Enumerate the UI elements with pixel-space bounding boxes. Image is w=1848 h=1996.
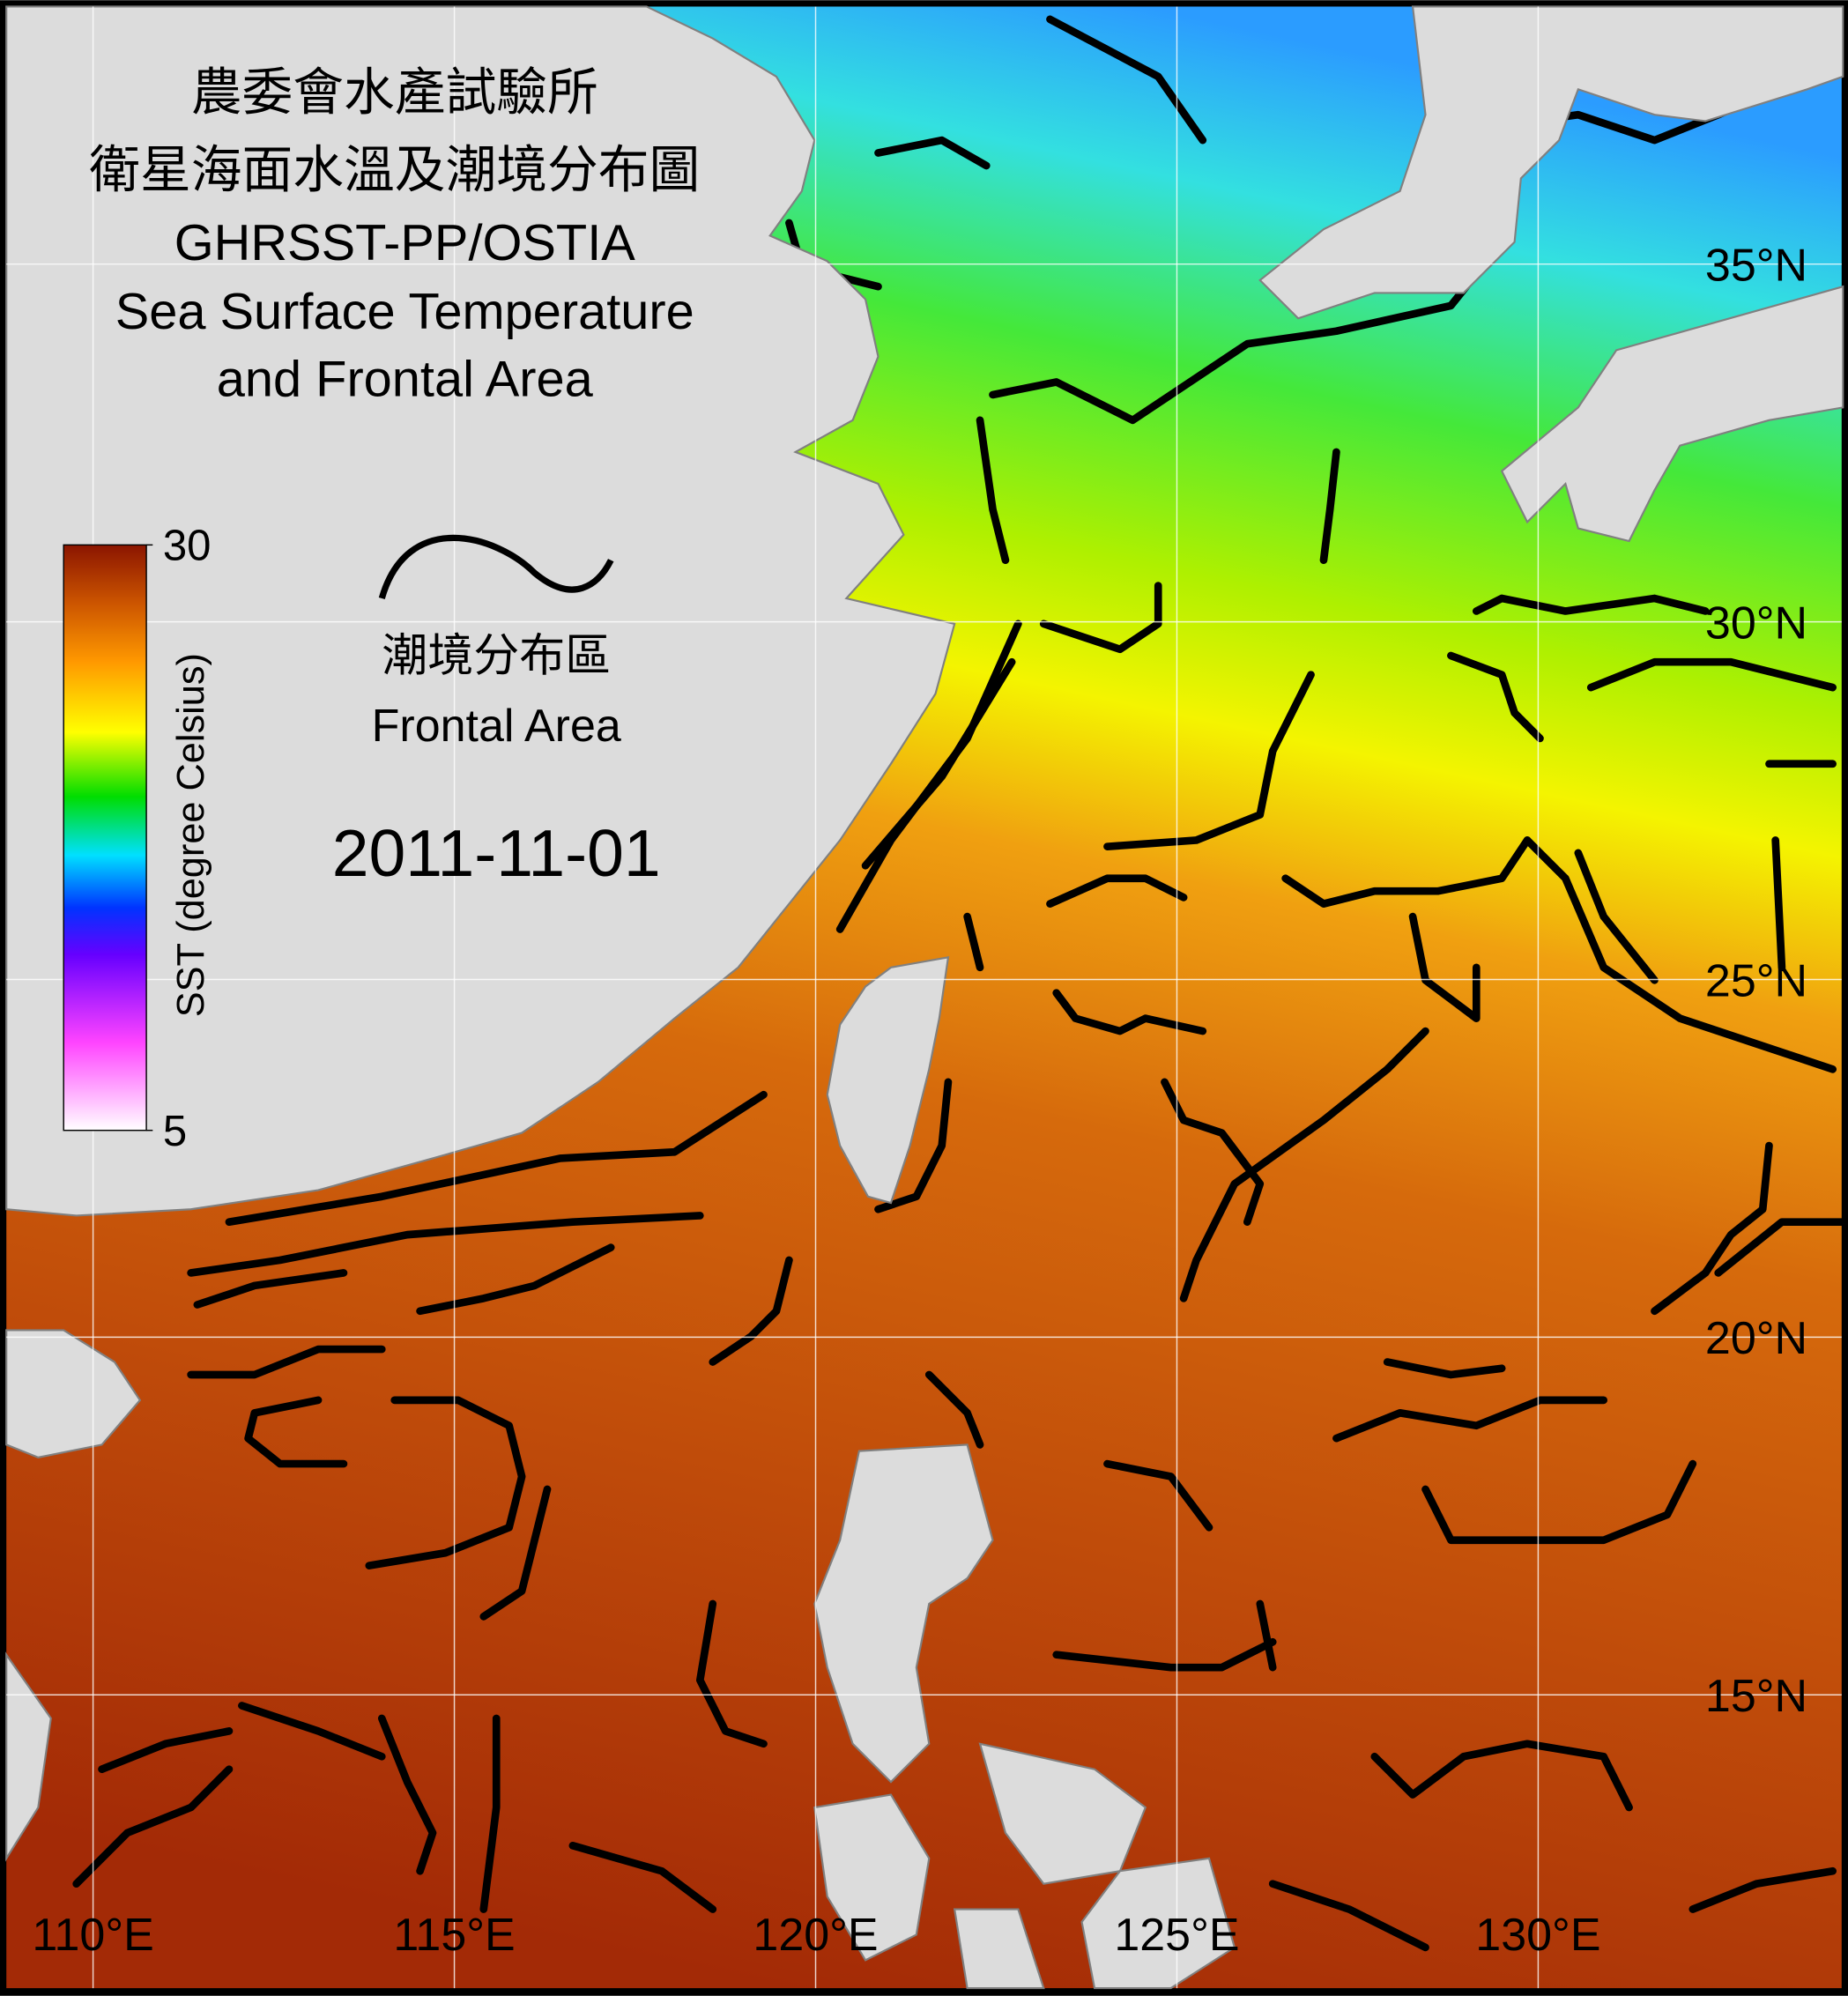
- title-line: Sea Surface Temperature: [115, 284, 694, 340]
- legend-label: 潮境分布區: [382, 630, 611, 681]
- colorbar-tick-label: 5: [163, 1108, 187, 1155]
- lat-label: 15°N: [1705, 1671, 1807, 1722]
- graticule: [6, 6, 1842, 1989]
- legend-label: Frontal Area: [372, 701, 621, 752]
- title-block: 農委會水產試驗所 衛星海面水溫及潮境分布圖 GHRSST-PP/OSTIA Se…: [89, 64, 700, 407]
- land: [5, 5, 1844, 1990]
- colorbar: [63, 544, 147, 1132]
- date: 2011-11-01: [332, 816, 661, 890]
- lon-label: 125°E: [1114, 1910, 1239, 1961]
- lat-label: 35°N: [1705, 240, 1807, 291]
- fronts: [72, 15, 1848, 1952]
- colorbar-label: SST (degree Celsius): [170, 653, 212, 1017]
- lat-label: 30°N: [1705, 597, 1807, 649]
- lon-label: 115°E: [393, 1910, 515, 1961]
- colorbar-tick-label: 30: [163, 523, 212, 570]
- title-line: 農委會水產試驗所: [191, 64, 598, 121]
- legend-symbol: [378, 534, 614, 600]
- title-line: GHRSST-PP/OSTIA: [174, 215, 636, 271]
- lon-label: 120°E: [753, 1910, 878, 1961]
- lat-label: 25°N: [1705, 955, 1807, 1006]
- lon-label: 110°E: [32, 1910, 153, 1961]
- lon-label: 130°E: [1475, 1910, 1600, 1961]
- title-line: and Frontal Area: [217, 351, 594, 407]
- title-line: 衛星海面水溫及潮境分布圖: [89, 143, 700, 199]
- lat-label: 20°N: [1705, 1313, 1807, 1364]
